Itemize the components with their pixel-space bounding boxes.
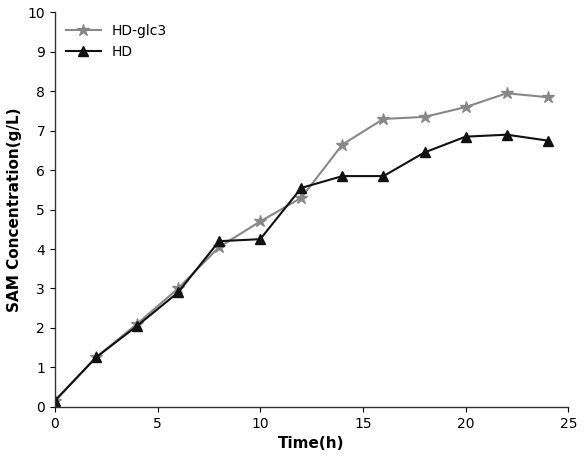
HD-glc3 [257, 218, 264, 224]
HD [92, 355, 99, 360]
X-axis label: Time(h): Time(h) [279, 436, 345, 451]
HD [380, 173, 387, 179]
Line: HD-glc3: HD-glc3 [48, 87, 554, 407]
HD [421, 150, 428, 155]
Legend: HD-glc3, HD: HD-glc3, HD [62, 19, 171, 63]
HD [544, 138, 551, 143]
HD-glc3 [51, 398, 58, 403]
HD [339, 173, 346, 179]
Y-axis label: SAM Concentration(g/L): SAM Concentration(g/L) [7, 107, 22, 312]
HD-glc3 [380, 116, 387, 122]
HD [51, 398, 58, 403]
HD-glc3 [503, 91, 510, 96]
HD-glc3 [339, 142, 346, 147]
HD [215, 239, 223, 244]
Line: HD: HD [50, 130, 552, 406]
HD-glc3 [298, 195, 305, 201]
HD [257, 236, 264, 242]
HD [462, 134, 469, 139]
HD-glc3 [544, 94, 551, 100]
HD-glc3 [215, 244, 223, 250]
HD [175, 289, 182, 295]
HD-glc3 [134, 321, 141, 327]
HD [298, 185, 305, 191]
HD [503, 132, 510, 137]
HD [134, 323, 141, 329]
HD-glc3 [175, 286, 182, 291]
HD-glc3 [92, 355, 99, 360]
HD-glc3 [462, 104, 469, 110]
HD-glc3 [421, 114, 428, 120]
